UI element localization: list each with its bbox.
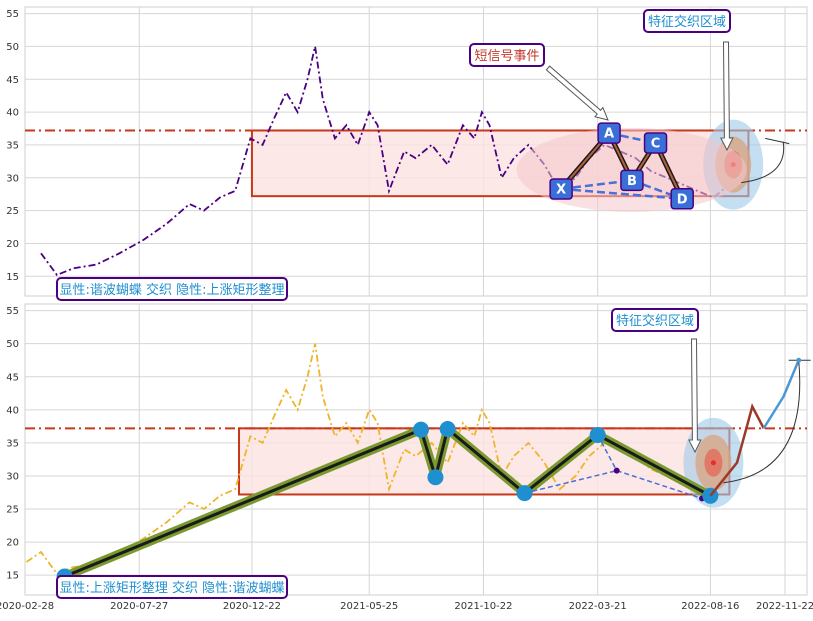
x-tick-label: 2020-02-28 [0,601,54,612]
y-tick-label: 35 [6,140,19,151]
y-tick-label: 30 [6,471,19,482]
y-tick-label: 25 [6,206,19,217]
pattern-point-box [620,169,644,192]
pattern-point-label: X [556,182,566,197]
y-tick-label: 20 [6,538,19,549]
x-tick-label: 2020-07-27 [110,601,168,612]
y-tick-label: 55 [6,9,19,20]
annotation-text: 显性:谐波蝴蝶 交织 隐性:上涨矩形整理 [59,282,284,298]
y-tick-label: 45 [6,372,19,383]
y-tick-label: 40 [6,108,19,119]
annotation-text: 特征交织区域 [648,14,726,30]
annotation-frame [611,308,699,332]
price-series-line [40,46,727,277]
pattern-point-label: D [677,192,688,207]
y-tick-label: 45 [6,75,19,86]
y-tick-label: 35 [6,438,19,449]
pattern-node [439,420,456,437]
annotation-arrow [720,41,734,152]
pattern-point-label: B [627,174,637,189]
pattern-point-box [597,122,621,144]
annotation-box: 短信号事件 [469,43,545,67]
hidden-pattern-line [597,434,618,472]
annotation-arrow [688,338,702,454]
pattern-node [516,485,533,502]
annotation-text: 显性:上涨矩形整理 交织 隐性:谐波蝴蝶 [59,580,284,596]
pattern-point-box [670,188,694,210]
projection-line-dash [782,359,800,397]
y-tick-label: 15 [6,272,19,283]
x-tick-label: 2021-10-22 [454,601,512,612]
annotation-frame [56,575,288,599]
zone-connector [741,141,785,184]
pattern-diagonal [561,187,683,201]
panel-top: 15 20 25 30 35 40 45 50 55 X A B C D [6,6,808,297]
pattern-point-box [643,132,668,154]
x-tick-label: 2020-12-22 [223,601,281,612]
annotation-box: 特征交织区域 [643,9,731,33]
y-tick-label: 15 [6,571,19,582]
price-series-line [25,343,714,575]
projection-line-red [709,403,765,497]
annotation-frame [469,43,545,67]
x-tick-label: 2022-11-22 [756,601,813,612]
pattern-point-label: A [604,127,614,142]
annotation-box: 特征交织区域 [611,308,699,332]
x-tick-label: 2021-05-25 [340,601,398,612]
y-tick-label: 20 [6,239,19,250]
x-tick-label: 2022-03-21 [569,601,627,612]
y-tick-label: 25 [6,505,19,516]
pattern-diagonal [631,179,683,200]
y-tick-label: 50 [6,339,19,350]
annotation-text: 短信号事件 [474,49,539,64]
pattern-point-label: C [651,136,661,151]
x-tick-label: 2022-08-16 [681,601,739,612]
hidden-pattern-line [616,469,703,500]
zone-connector-cap [765,137,790,145]
annotation-frame [643,9,731,33]
pattern-node [412,421,429,438]
highlight-zone-center [710,460,716,466]
y-tick-label: 30 [6,173,19,184]
annotation-frame [56,277,288,301]
y-tick-label: 55 [6,306,19,317]
annotation-box: 显性:上涨矩形整理 交织 隐性:谐波蝴蝶 [56,575,288,599]
annotation-text: 特征交织区域 [616,313,694,329]
pattern-node [589,426,606,443]
projection-connector [723,360,801,484]
pattern-node [427,469,444,486]
hidden-pattern-point [613,467,620,474]
projection-end-point [796,357,802,363]
annotation-box: 显性:谐波蝴蝶 交织 隐性:上涨矩形整理 [56,277,288,301]
y-tick-label: 40 [6,405,19,416]
y-tick-label: 50 [6,42,19,53]
annotation-arrow [545,65,609,121]
pattern-point-box [549,178,573,200]
panel-bottom: 15 20 25 30 35 40 45 50 55 2020-02-28 2020-07-27 20… [0,303,813,612]
